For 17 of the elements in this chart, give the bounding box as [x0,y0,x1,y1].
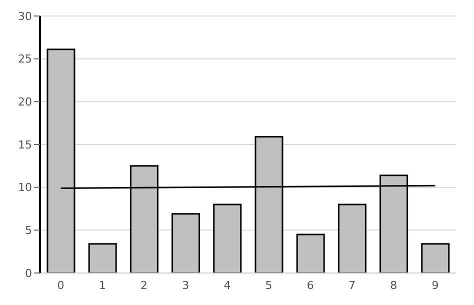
y-tick-label: 10 [18,181,32,194]
y-tick-label: 15 [18,138,32,152]
x-tick-label: 6 [306,278,314,292]
x-tick-label: 7 [348,278,356,292]
y-tick-label: 25 [18,52,32,66]
x-tick-label: 2 [140,278,148,292]
x-tick-label: 4 [224,278,231,292]
x-tick-label: 3 [182,278,190,292]
x-tick-label: 8 [390,278,398,292]
x-tick-label: 5 [265,278,272,292]
x-tick-label: 1 [98,278,106,292]
y-tick-label: 0 [25,266,32,280]
y-tick-label: 30 [18,10,32,23]
y-tick-label: 20 [18,96,32,109]
y-tick-label: 5 [25,224,32,238]
x-tick-label: 9 [432,278,439,292]
x-tick-label: 0 [57,278,64,292]
